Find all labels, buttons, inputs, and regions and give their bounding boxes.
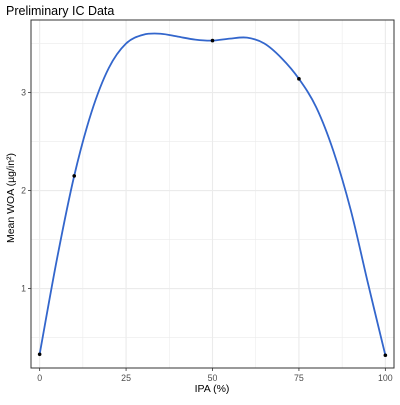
chart-title: Preliminary IC Data xyxy=(6,4,114,18)
y-axis-label-text: Mean WOA (µg/in²) xyxy=(5,153,17,243)
y-tick-label: 2 xyxy=(21,186,26,196)
x-tick-label: 100 xyxy=(378,373,393,383)
data-point xyxy=(383,353,388,358)
y-tick-label: 3 xyxy=(21,88,26,98)
x-axis-label: IPA (%) xyxy=(195,383,230,395)
x-tick-label: 25 xyxy=(121,373,131,383)
data-point xyxy=(72,174,77,178)
data-point xyxy=(297,77,301,81)
x-tick-label: 75 xyxy=(294,373,304,383)
y-tick-label: 1 xyxy=(21,284,26,294)
data-point xyxy=(210,38,215,43)
data-point xyxy=(37,352,42,357)
x-tick-label: 0 xyxy=(37,373,42,383)
y-axis-label: Mean WOA (µg/in²) xyxy=(5,153,17,243)
x-tick-label: 50 xyxy=(208,373,218,383)
